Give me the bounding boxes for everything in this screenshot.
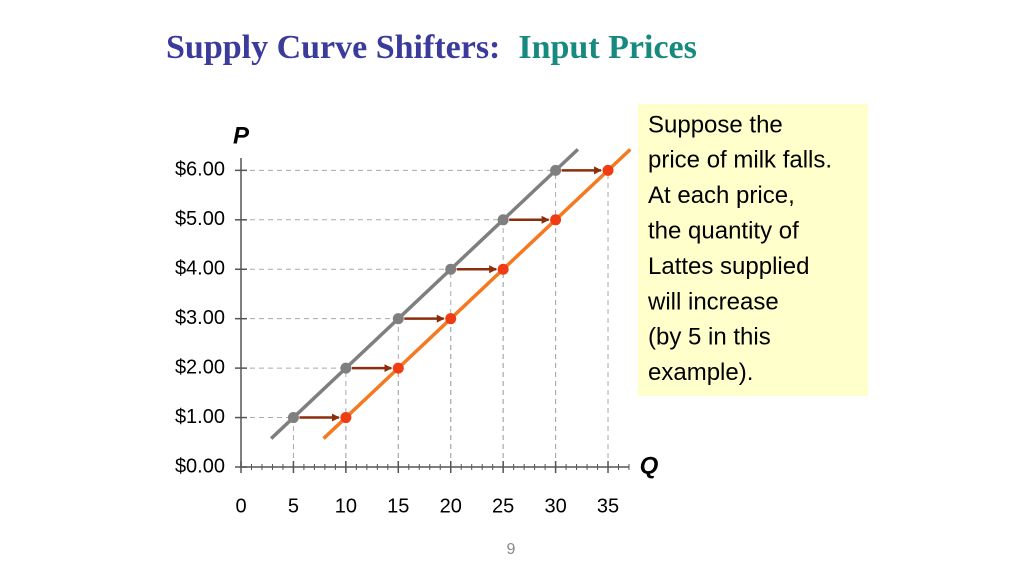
- supply-line: [344, 169, 610, 419]
- title: Supply Curve Shifters: Input Prices: [166, 29, 697, 66]
- point: [392, 362, 404, 374]
- x-tick-label: 25: [492, 495, 514, 517]
- x-tick-label: 35: [597, 495, 619, 517]
- point: [497, 263, 509, 275]
- note-line: price of milk falls.: [648, 147, 832, 174]
- x-tick-label: 15: [387, 495, 409, 517]
- x-tick-label: 5: [288, 495, 299, 517]
- point: [287, 412, 299, 424]
- point: [550, 164, 562, 176]
- point: [392, 313, 404, 325]
- point: [602, 164, 614, 176]
- y-tick-label: $6.00: [175, 159, 225, 181]
- page-number: 9: [507, 541, 516, 558]
- y-axis-label: P: [233, 122, 250, 149]
- y-tick-label: $5.00: [175, 208, 225, 230]
- note-line: At each price,: [648, 182, 795, 209]
- y-tick-label: $3.00: [175, 307, 225, 329]
- y-tick-label: $2.00: [175, 356, 225, 378]
- note-line: (by 5 in this: [648, 324, 771, 351]
- y-tick-label: $1.00: [175, 406, 225, 428]
- supply-line: [292, 169, 557, 419]
- note-line: will increase: [647, 288, 779, 315]
- point: [497, 214, 509, 226]
- title-highlight: Input Prices: [518, 29, 697, 66]
- note-line: Suppose the: [648, 111, 783, 138]
- point: [550, 214, 562, 226]
- y-tick-label: $0.00: [175, 455, 225, 477]
- x-tick-label: 30: [544, 495, 566, 517]
- x-tick-label: 0: [235, 495, 246, 517]
- point: [445, 313, 457, 325]
- note-line: the quantity of: [648, 218, 799, 245]
- x-axis-label: Q: [640, 452, 659, 479]
- note-line: example).: [648, 359, 753, 386]
- point: [340, 362, 352, 374]
- title-main: Supply Curve Shifters:: [166, 29, 500, 66]
- y-tick-label: $4.00: [175, 258, 225, 280]
- x-tick-label: 20: [440, 495, 462, 517]
- note-line: Lattes supplied: [648, 253, 809, 280]
- point: [340, 412, 352, 424]
- point: [445, 263, 457, 275]
- x-tick-label: 10: [335, 495, 357, 517]
- note-box: [638, 104, 868, 396]
